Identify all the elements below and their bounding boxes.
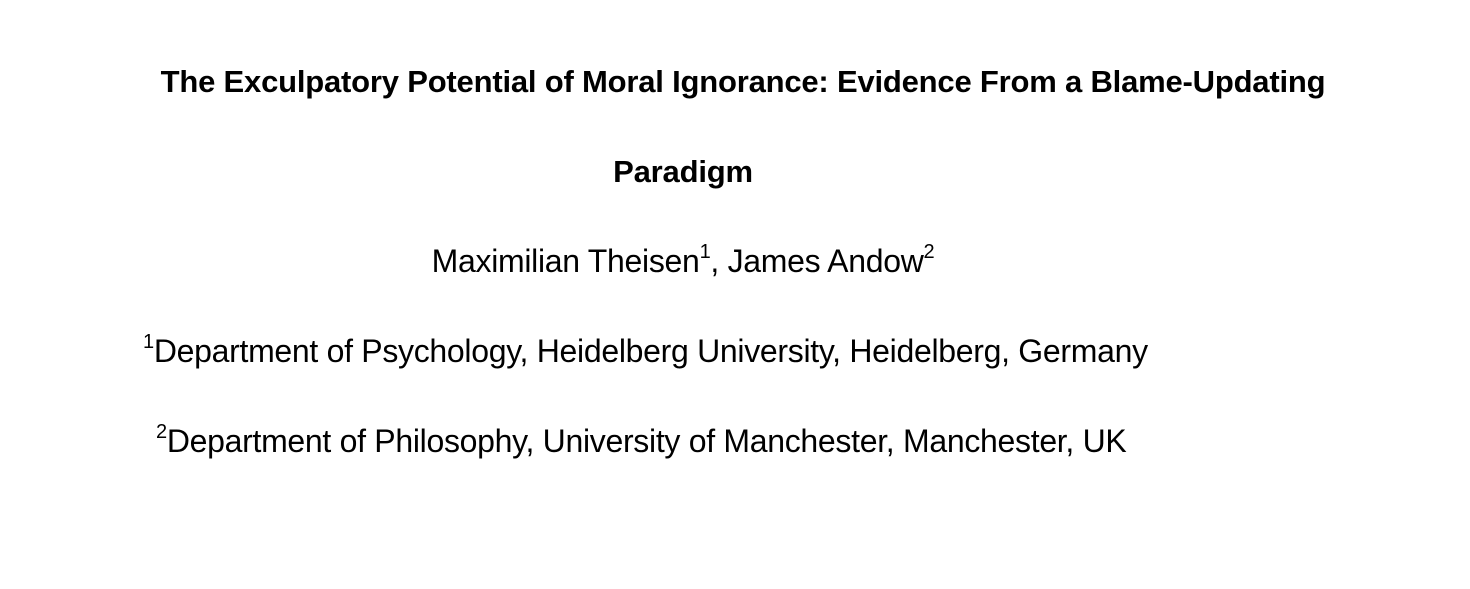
affiliation-text: Department of Philosophy, University of … xyxy=(166,423,1127,459)
affiliation-marker: 2 xyxy=(923,241,935,263)
affiliation-text: Department of Psychology, Heidelberg Uni… xyxy=(153,333,1148,369)
author-separator: , xyxy=(710,243,728,279)
affiliation-1: 1Department of Psychology, Heidelberg Un… xyxy=(143,332,1148,369)
affiliation-2: 2Department of Philosophy, University of… xyxy=(156,422,1127,459)
author-name: James Andow xyxy=(727,243,924,279)
affiliation-marker: 2 xyxy=(156,421,167,443)
affiliation-marker: 1 xyxy=(699,241,711,263)
paper-title-line-1: The Exculpatory Potential of Moral Ignor… xyxy=(160,64,1326,99)
affiliation-marker: 1 xyxy=(143,331,154,353)
paper-title-line-2: Paradigm xyxy=(613,154,753,189)
author-name: Maximilian Theisen xyxy=(431,243,700,279)
author-list: Maximilian Theisen1, James Andow2 xyxy=(0,242,1366,279)
